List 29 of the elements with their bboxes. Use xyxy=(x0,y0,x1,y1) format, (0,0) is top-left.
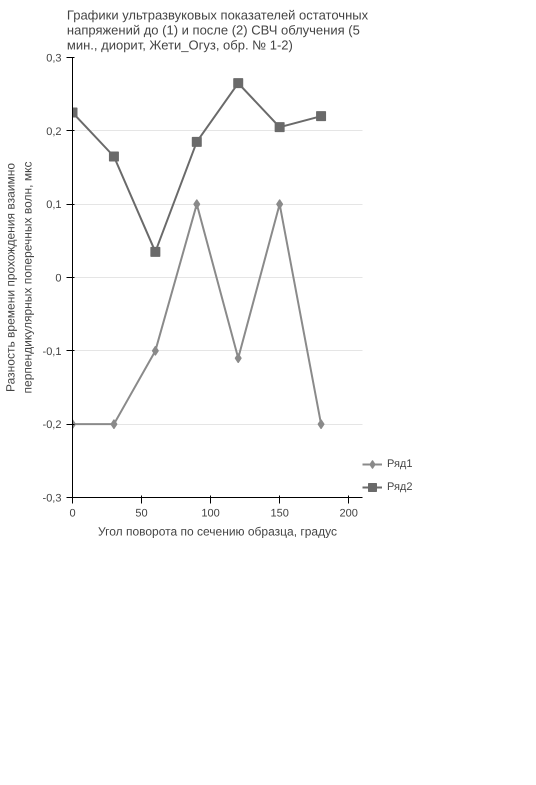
x-tick-label: 0 xyxy=(69,508,76,520)
chart-title: Графики ультразвуковых показателей остаточных напряжений до (1) и после (2) СВЧ облучения (5 мин., диорит, Жети_Огуз, обр. № 1-2) xyxy=(66,8,369,52)
y-tick-label: 0,3 xyxy=(46,52,62,64)
y-tick-label: 0,1 xyxy=(46,199,62,212)
y-tick-label: -0,1 xyxy=(42,346,62,358)
y-tick-label: 0 xyxy=(55,272,62,284)
x-axis-title: Угол поворота по сечению образца, градус xyxy=(98,524,337,538)
legend-label: Ряд2 xyxy=(387,481,412,493)
x-tick-label: 200 xyxy=(340,508,358,520)
y-tick-label: -0,2 xyxy=(42,419,62,432)
point xyxy=(108,152,119,162)
point xyxy=(192,136,202,147)
point xyxy=(316,111,326,122)
y-tick-label: -0,3 xyxy=(42,492,62,504)
y-axis-title: Разность времени прохождения взаимно перпендикулярных поперечных волн, мкс xyxy=(4,162,35,394)
x-tick-label: 50 xyxy=(135,508,148,520)
point xyxy=(234,353,242,364)
point xyxy=(193,199,200,210)
x-tick-label: 100 xyxy=(201,508,220,520)
point xyxy=(318,419,325,430)
legend-label: Ряд1 xyxy=(387,458,412,470)
point xyxy=(152,346,159,356)
point xyxy=(233,78,244,88)
point xyxy=(150,246,160,257)
point xyxy=(274,122,285,132)
point xyxy=(110,419,118,430)
x-tick-label: 150 xyxy=(270,508,289,520)
point xyxy=(276,199,284,210)
y-tick-label: 0,2 xyxy=(46,126,62,138)
